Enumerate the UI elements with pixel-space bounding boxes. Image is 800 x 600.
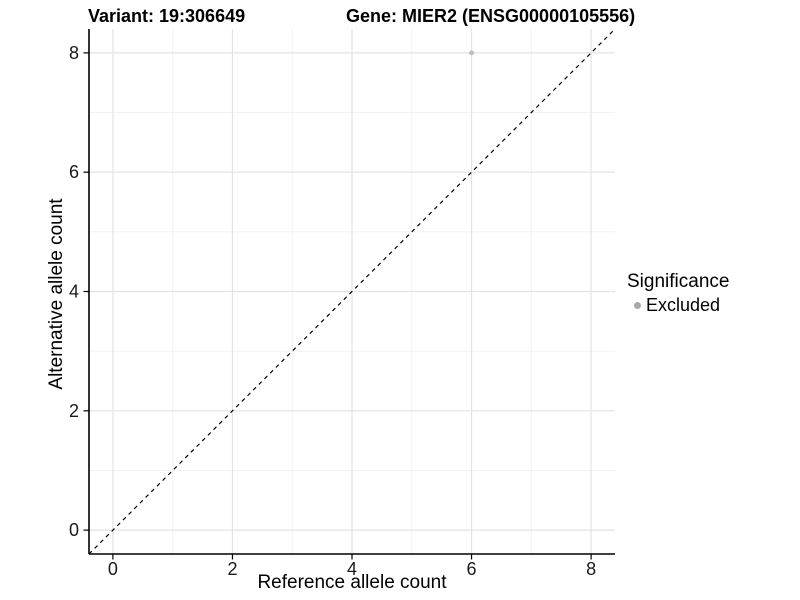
y-tick-label: 0 <box>69 520 79 540</box>
y-tick-label: 6 <box>69 162 79 182</box>
y-tick-label: 2 <box>69 401 79 421</box>
identity-line <box>88 28 616 555</box>
legend-title: Significance <box>627 271 730 292</box>
x-tick-label: 2 <box>227 559 237 579</box>
x-axis-title: Reference allele count <box>257 572 447 593</box>
x-tick-label: 0 <box>108 559 118 579</box>
legend-point-icon <box>634 302 641 309</box>
legend-item-excluded: Excluded <box>627 295 729 316</box>
x-tick-label: 8 <box>586 559 596 579</box>
legend-item-label: Excluded <box>646 295 721 315</box>
x-tick-label: 4 <box>347 559 357 579</box>
gene-title: Gene: MIER2 (ENSG00000105556) <box>346 6 636 26</box>
y-tick-label: 8 <box>69 43 79 63</box>
data-point <box>469 50 475 56</box>
x-tick-label: 6 <box>467 559 477 579</box>
variant-title: Variant: 19:306649 <box>88 6 246 26</box>
y-axis-title: Alternative allele count <box>46 198 67 390</box>
legend: Significance Excluded <box>627 271 729 316</box>
y-tick-label: 4 <box>69 282 79 302</box>
